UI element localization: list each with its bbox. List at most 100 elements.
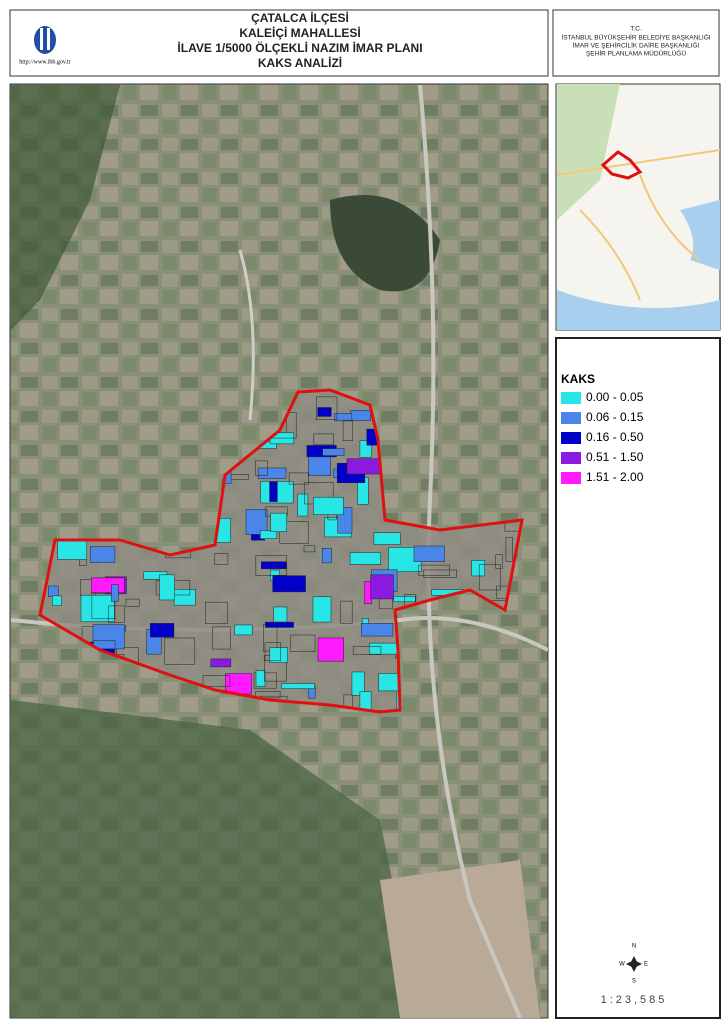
parcel (255, 555, 288, 576)
legend-items: 0.00 - 0.05 0.06 - 0.15 0.16 - 0.50 0.51 - … (561, 390, 644, 484)
legend-label: 0.16 - 0.50 (586, 430, 644, 444)
parcel (288, 472, 309, 485)
compass: N W E S (619, 944, 648, 985)
parcel (264, 642, 281, 662)
parcel (48, 585, 59, 597)
parcel (342, 420, 354, 441)
parcel (343, 694, 353, 712)
parcel (255, 460, 268, 476)
compass-e: E (644, 962, 648, 968)
parcel (173, 589, 196, 606)
parcel (91, 593, 116, 620)
agency-line: İMAR VE ŞEHİRCİLİK DAİRE BAŞKANLIĞI (573, 41, 700, 50)
compass-n: N (632, 944, 636, 950)
parcel (159, 574, 175, 601)
legend-label: 0.06 - 0.15 (586, 410, 644, 424)
parcel (257, 467, 287, 479)
parcel (279, 521, 309, 544)
parcel (313, 433, 334, 446)
parcel (273, 606, 288, 623)
parcel (413, 545, 445, 562)
agency-line: T.C. (630, 26, 642, 33)
parcel (270, 512, 288, 532)
parcel (317, 407, 332, 417)
parcel (317, 637, 344, 662)
neighborhood-boundary (38, 388, 524, 714)
parcel (205, 601, 228, 624)
parcel (245, 509, 268, 535)
parcel (108, 605, 125, 623)
parcel (303, 545, 316, 553)
parcel (505, 537, 513, 562)
parcel (313, 496, 344, 515)
parcel (361, 623, 394, 637)
parcel (92, 624, 125, 650)
parcel (269, 647, 288, 663)
parcel (234, 624, 253, 636)
parcel (259, 530, 278, 539)
parcel (125, 598, 140, 607)
legend-title: KAKS (561, 372, 595, 386)
parcel (290, 634, 316, 652)
parcel (269, 481, 278, 502)
legend-swatch (561, 452, 581, 464)
inset-features (556, 84, 721, 330)
parcel (418, 564, 450, 576)
legend-swatch (561, 392, 581, 404)
parcel (316, 396, 338, 420)
parcel (91, 577, 125, 594)
agency-line: İSTANBUL BÜYÜKŞEHİR BELEDİYE BAŞKANLIĞI (561, 33, 710, 42)
parcel (359, 440, 372, 458)
parcel (340, 600, 353, 624)
legend-swatch (561, 412, 581, 424)
parcel (149, 623, 175, 638)
parcel (210, 658, 232, 668)
parcel (322, 448, 345, 456)
logo-url: http://www.ibb.gov.tr (19, 59, 70, 65)
scale: 1:23,585 (601, 994, 668, 1006)
logo (34, 26, 56, 54)
parcel (111, 584, 119, 602)
title-line: İLAVE 1/5000 ÖLÇEKLİ NAZIM İMAR PLANI (177, 40, 422, 55)
parcel (212, 626, 231, 650)
parcel (312, 596, 332, 623)
parcel (471, 560, 485, 577)
compass-w: W (619, 962, 625, 968)
parcel (478, 564, 501, 591)
parcel (373, 532, 401, 545)
parcel (214, 553, 229, 565)
parcel (272, 575, 306, 593)
parcel (349, 552, 381, 565)
parcel (322, 547, 332, 564)
title-line: KALEİÇİ MAHALLESİ (239, 25, 360, 40)
parcel (495, 554, 503, 569)
parcel (370, 574, 394, 600)
title-line: ÇATALCA İLÇESİ (251, 10, 349, 25)
parcel (352, 646, 382, 655)
parcel (423, 569, 457, 578)
legend-panel (555, 337, 721, 1019)
parcel (255, 691, 281, 699)
legend-swatch (561, 432, 581, 444)
legend-swatch (561, 472, 581, 484)
legend-label: 0.51 - 1.50 (586, 450, 644, 464)
parcel (265, 621, 294, 628)
parcel (308, 455, 331, 476)
parcel (80, 594, 115, 623)
parcel (378, 673, 401, 692)
parcel (52, 595, 62, 606)
parcel (351, 671, 365, 696)
header-box (9, 9, 549, 77)
parcel (281, 683, 315, 690)
parcel (225, 673, 252, 695)
parcel (346, 458, 381, 475)
title-line: KAKS ANALİZİ (258, 55, 342, 70)
parcel (261, 561, 287, 570)
parcel (90, 546, 116, 563)
parcel (350, 410, 371, 421)
agency-box (552, 9, 720, 77)
parcel (202, 675, 231, 687)
parcel (368, 642, 400, 655)
